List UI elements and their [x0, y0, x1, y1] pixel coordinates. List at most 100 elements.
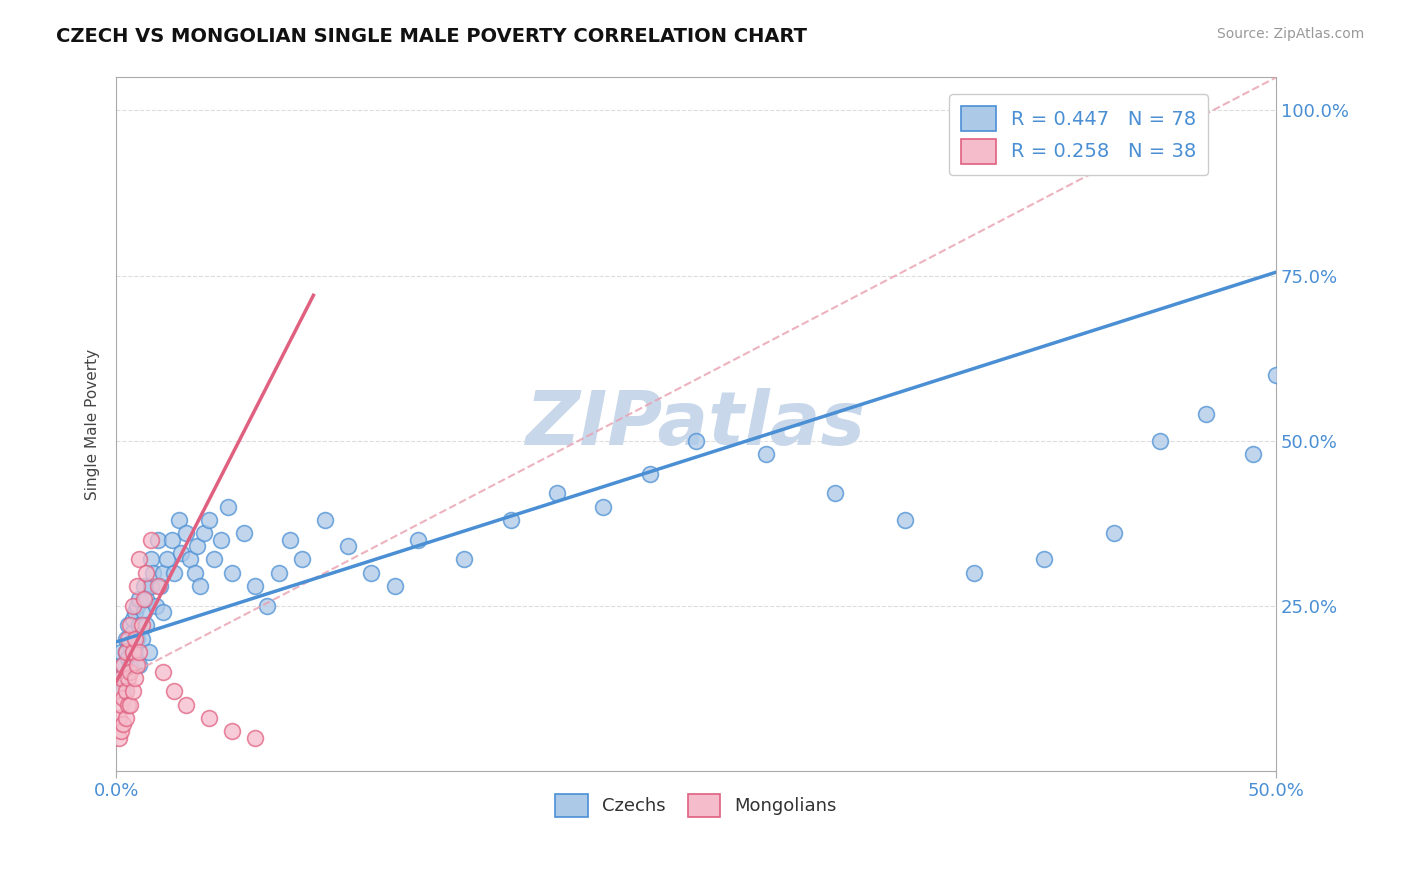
Text: CZECH VS MONGOLIAN SINGLE MALE POVERTY CORRELATION CHART: CZECH VS MONGOLIAN SINGLE MALE POVERTY C… [56, 27, 807, 45]
Point [638, 467, 661, 481]
Point [139, 552, 162, 566]
Point [1033, 552, 1056, 566]
Point [360, 566, 382, 580]
Point [132, 592, 155, 607]
Point [337, 539, 360, 553]
Point [167, 513, 190, 527]
Point [128, 658, 150, 673]
Point [149, 579, 172, 593]
Point [120, 618, 142, 632]
Point [1265, 368, 1288, 382]
Point [685, 434, 707, 448]
Point [117, 632, 139, 646]
Point [1195, 407, 1218, 421]
Point [120, 698, 142, 712]
Point [120, 658, 142, 673]
Point [160, 533, 183, 547]
Point [256, 599, 278, 613]
Point [124, 605, 146, 619]
Point [193, 526, 215, 541]
Point [131, 632, 153, 646]
Point [114, 632, 136, 646]
Point [112, 691, 135, 706]
Point [132, 579, 155, 593]
Point [117, 671, 139, 685]
Y-axis label: Single Male Poverty: Single Male Poverty [86, 349, 100, 500]
Point [127, 632, 149, 646]
Point [1288, 334, 1310, 349]
Point [174, 526, 197, 541]
Point [824, 486, 846, 500]
Point [156, 552, 179, 566]
Point [146, 579, 169, 593]
Point [139, 579, 162, 593]
Point [245, 731, 267, 745]
Point [110, 671, 132, 685]
Point [121, 684, 143, 698]
Point [112, 658, 135, 673]
Point [217, 500, 239, 514]
Point [131, 618, 153, 632]
Point [117, 665, 139, 679]
Point [755, 447, 778, 461]
Point [124, 671, 146, 685]
Point [198, 513, 221, 527]
Point [291, 552, 314, 566]
Point [142, 566, 165, 580]
Point [117, 651, 139, 665]
Point [107, 731, 129, 745]
Point [198, 711, 221, 725]
Point [114, 684, 136, 698]
Point [112, 717, 135, 731]
Point [110, 698, 132, 712]
Point [121, 645, 143, 659]
Point [121, 599, 143, 613]
Point [112, 658, 135, 673]
Point [135, 592, 157, 607]
Point [406, 533, 429, 547]
Point [117, 618, 139, 632]
Point [139, 533, 162, 547]
Point [232, 526, 254, 541]
Point [179, 552, 201, 566]
Point [1241, 447, 1264, 461]
Point [128, 618, 150, 632]
Point [128, 552, 150, 566]
Point [120, 638, 142, 652]
Point [499, 513, 522, 527]
Point [453, 552, 475, 566]
Point [184, 566, 207, 580]
Point [114, 645, 136, 659]
Point [163, 684, 186, 698]
Point [894, 513, 917, 527]
Point [107, 711, 129, 725]
Point [1102, 526, 1125, 541]
Point [152, 665, 174, 679]
Point [110, 724, 132, 739]
Point [221, 566, 243, 580]
Point [120, 665, 142, 679]
Point [110, 671, 132, 685]
Legend: Czechs, Mongolians: Czechs, Mongolians [548, 787, 844, 824]
Point [112, 684, 135, 698]
Point [209, 533, 232, 547]
Point [267, 566, 290, 580]
Point [188, 579, 211, 593]
Point [124, 632, 146, 646]
Point [107, 684, 129, 698]
Text: ZIPatlas: ZIPatlas [526, 387, 866, 460]
Point [245, 579, 267, 593]
Point [127, 579, 149, 593]
Text: Source: ZipAtlas.com: Source: ZipAtlas.com [1216, 27, 1364, 41]
Point [145, 599, 167, 613]
Point [221, 724, 243, 739]
Point [170, 546, 193, 560]
Point [546, 486, 568, 500]
Point [128, 592, 150, 607]
Point [114, 711, 136, 725]
Point [127, 599, 149, 613]
Point [124, 645, 146, 659]
Point [127, 658, 149, 673]
Point [128, 645, 150, 659]
Point [202, 552, 225, 566]
